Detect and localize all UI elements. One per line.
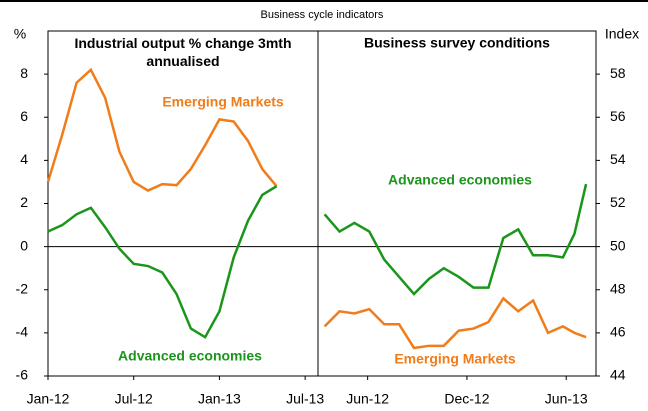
y-tick-label: -2 <box>16 280 29 296</box>
y2-tick-label: 58 <box>610 65 626 81</box>
series-line <box>46 67 278 192</box>
series-label: Emerging Markets <box>162 94 284 110</box>
top-rule <box>0 0 648 2</box>
x-tick-label: Jul-13 <box>286 391 324 407</box>
series-line <box>47 185 278 339</box>
y-tick-label: 0 <box>20 237 28 253</box>
y-tick-label: 2 <box>20 194 28 210</box>
x-tick-label: Jun-13 <box>545 391 588 407</box>
x-tick-label: Dec-12 <box>444 391 489 407</box>
y-tick-label: 4 <box>20 151 28 167</box>
y-tick-label: 8 <box>20 65 28 81</box>
series-line <box>323 296 587 350</box>
series-label: Advanced economies <box>118 348 262 364</box>
x-tick-label: Jul-12 <box>115 391 153 407</box>
y2-tick-label: 56 <box>610 108 626 124</box>
y2-tick-label: 44 <box>610 367 626 383</box>
panel-title: Industrial output % change 3mth annualise… <box>74 35 291 69</box>
series-line <box>323 183 588 296</box>
x-tick-label: Jan-13 <box>198 391 241 407</box>
y-tick-label: -6 <box>16 367 29 383</box>
plot-frame <box>47 30 597 377</box>
y-tick-label: 6 <box>20 108 28 124</box>
chart-title: Business cycle indicators <box>261 9 384 21</box>
y-tick-label: -4 <box>16 324 29 340</box>
series-label: Emerging Markets <box>394 351 516 367</box>
series-label: Advanced economies <box>388 172 532 188</box>
y2-tick-label: 50 <box>610 237 626 253</box>
y-axis-label: % <box>14 26 26 42</box>
y2-tick-label: 54 <box>610 151 626 167</box>
x-tick-label: Jun-12 <box>346 391 389 407</box>
y2-tick-label: 46 <box>610 324 626 340</box>
panel-title: Business survey conditions <box>364 35 550 51</box>
x-tick-label: Jan-12 <box>27 391 70 407</box>
y2-axis-label: Index <box>605 26 639 42</box>
y2-tick-label: 52 <box>610 194 626 210</box>
y2-tick-label: 48 <box>610 280 626 296</box>
